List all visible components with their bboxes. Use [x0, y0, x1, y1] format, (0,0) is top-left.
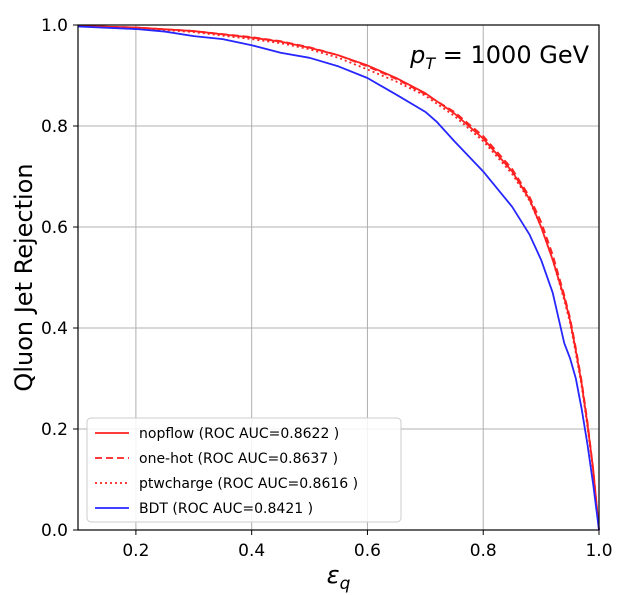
- plot-frame: [77, 24, 600, 531]
- x-tick-label: 0.8: [470, 541, 497, 561]
- x-tick-label: 0.2: [122, 541, 149, 561]
- legend: nopflow (ROC AUC=0.8622 ) one-hot (ROC AU…: [86, 417, 402, 523]
- series-line-3: [77, 25, 600, 531]
- pt-annotation-prefix: p: [409, 41, 425, 69]
- pt-annotation-suffix: = 1000 GeV: [435, 41, 589, 69]
- x-tick-label: 1.0: [585, 541, 612, 561]
- series-lines: [77, 25, 600, 531]
- series-line-2: [77, 25, 600, 531]
- legend-label-1: one-hot (ROC AUC=0.8637 ): [139, 451, 338, 467]
- x-axis-label: εq: [327, 561, 351, 594]
- legend-items: nopflow (ROC AUC=0.8622 ) one-hot (ROC AU…: [95, 426, 358, 517]
- pt-annotation-subscript: T: [425, 54, 436, 73]
- y-tick-label: 1.0: [41, 16, 68, 36]
- legend-label-2: ptwcharge (ROC AUC=0.8616 ): [139, 476, 358, 492]
- legend-label-3: BDT (ROC AUC=0.8421 ): [139, 501, 313, 517]
- y-tick-label: 0.4: [41, 319, 68, 339]
- x-axis-label-subscript: q: [340, 574, 351, 594]
- ticks: 0.2 0.4 0.6 0.8 1.0 0.0 0.2 0.4 0.6 0.8 1.0: [41, 16, 613, 561]
- y-tick-label: 0.8: [41, 117, 68, 137]
- y-tick-label: 0.2: [41, 420, 68, 440]
- y-tick-label: 0.6: [41, 218, 68, 238]
- x-tick-label: 0.6: [354, 541, 381, 561]
- series-line-1: [77, 25, 600, 531]
- x-axis-label-symbol: ε: [327, 561, 340, 589]
- pt-annotation: pT = 1000 GeV: [409, 41, 589, 73]
- y-tick-label: 0.0: [41, 521, 68, 541]
- legend-box: [86, 417, 402, 523]
- y-axis-label: Qluon Jet Rejection: [10, 163, 38, 391]
- x-tick-label: 0.4: [238, 541, 265, 561]
- legend-label-0: nopflow (ROC AUC=0.8622 ): [139, 426, 339, 442]
